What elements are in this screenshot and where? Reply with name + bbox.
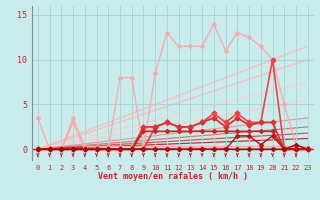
X-axis label: Vent moyen/en rafales ( km/h ): Vent moyen/en rafales ( km/h ) [98, 172, 248, 181]
